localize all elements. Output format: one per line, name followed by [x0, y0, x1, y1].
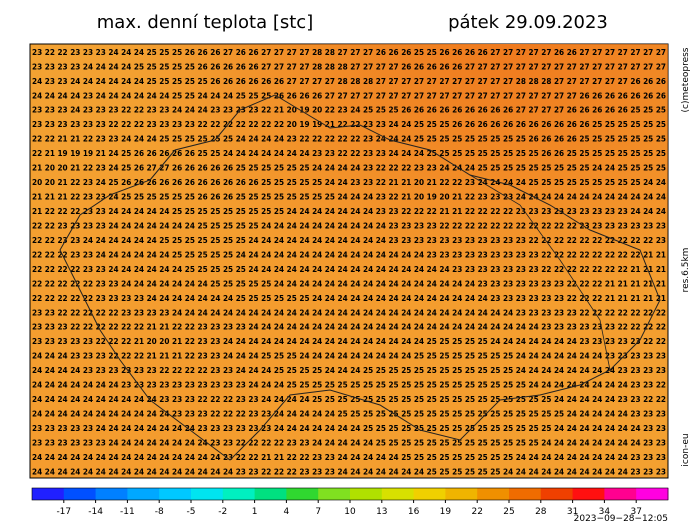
colorbar-cell: [254, 488, 287, 500]
grid-row: 24 24 24 24 23 24 24 24 24 24 24 25 25 2…: [32, 91, 666, 100]
grid-row: 24 24 24 24 24 24 24 24 24 24 23 23 23 2…: [32, 395, 666, 404]
colorbar-cell: [95, 488, 128, 500]
colorbar-cell: [509, 488, 542, 500]
colorbar-cell: [318, 488, 351, 500]
colorbar-cell: [604, 488, 637, 500]
colorbar-tick-label: 22: [471, 507, 482, 517]
colorbar-cell: [636, 488, 669, 500]
grid-row: 23 23 23 22 22 22 22 22 22 21 21 22 22 2…: [32, 323, 666, 332]
colorbar-cell: [350, 488, 383, 500]
title: max. denní teplota [stc]: [97, 12, 313, 33]
colorbar-cell: [540, 488, 574, 500]
colorbar-cell: [63, 488, 97, 500]
colorbar-cell: [445, 488, 478, 500]
colorbar-tick-label: -11: [120, 507, 135, 517]
colorbar-tick-label: -5: [187, 507, 196, 517]
region-border: [469, 174, 611, 371]
grid-row: 22 22 22 22 22 23 23 23 23 24 24 24 24 2…: [32, 294, 666, 303]
map: 23 22 22 23 23 23 24 24 24 25 25 25 26 2…: [29, 43, 669, 479]
grid-row: 24 24 24 24 24 24 24 23 23 23 23 23 23 2…: [32, 381, 666, 390]
colorbar-cell: [159, 488, 192, 500]
colorbar-tick-label: 1: [252, 507, 258, 517]
grid-row: 22 22 23 23 23 23 24 24 24 24 24 24 24 2…: [32, 221, 666, 230]
colorbar-cell: [191, 488, 224, 500]
colorbar-tick-label: -8: [155, 507, 164, 517]
grid-row: 22 22 21 21 22 23 23 24 24 24 25 25 25 2…: [32, 135, 666, 144]
grid-row: 23 23 23 23 23 22 22 22 21 20 20 21 22 2…: [32, 337, 666, 346]
grid-row: 23 23 23 23 23 23 22 22 22 23 23 23 23 2…: [32, 120, 666, 129]
map-shade: [30, 44, 668, 478]
grid-row: 22 22 22 22 22 23 23 24 24 24 24 24 24 2…: [32, 279, 666, 288]
colorbar-tick-label: 13: [376, 507, 387, 517]
grid-row: 24 24 24 24 24 24 24 24 24 24 24 23 23 2…: [32, 410, 666, 419]
colorbar-cell: [222, 488, 256, 500]
resolution: res.6.5km: [681, 248, 691, 293]
grid-row: 24 23 23 24 24 24 24 24 24 25 25 25 25 2…: [32, 77, 666, 86]
colorbar-tick-label: 25: [503, 507, 514, 517]
colorbar-tick-label: -14: [88, 507, 103, 517]
copyright: (c)meteopress: [681, 47, 691, 112]
colorbar-tick-label: 16: [408, 507, 420, 517]
colorbar: -17 -14 -11 -8 -5 -2 1 4 7 10 13 16 19 22 25 28 31 34 37: [31, 487, 669, 517]
grid-row: 23 23 23 23 24 24 24 24 25 25 25 25 25 2…: [32, 62, 666, 71]
model: icon-eu: [681, 433, 691, 466]
timestamp: 2023−09−28−12:05: [574, 514, 668, 524]
grid-row: 22 22 22 22 23 23 24 24 24 24 24 24 25 2…: [32, 265, 666, 274]
colorbar-tick-label: 28: [535, 507, 547, 517]
value-grid: 23 22 22 23 23 23 24 24 24 25 25 25 26 2…: [32, 48, 666, 477]
colorbar-cell: [477, 488, 510, 500]
colorbar-cell: [413, 488, 446, 500]
colorbar-tick-label: 10: [344, 507, 356, 517]
grid-row: 22 21 19 19 19 21 24 25 26 26 26 26 26 2…: [32, 149, 666, 158]
country-border: [59, 94, 661, 461]
colorbar-cell: [381, 488, 415, 500]
colorbar-tick-label: -17: [56, 507, 71, 517]
colorbar-tick-label: 31: [567, 507, 578, 517]
grid-row: 24 24 24 24 24 24 24 24 24 24 24 24 24 2…: [32, 453, 666, 462]
grid-row: 23 23 23 23 23 24 24 24 24 24 24 24 24 2…: [32, 424, 666, 433]
grid-row: 22 22 23 23 24 24 24 24 24 24 25 25 25 2…: [32, 236, 666, 245]
colorbar-tick-label: 37: [630, 507, 641, 517]
grid-row: 21 21 21 22 23 23 24 25 25 25 25 25 25 2…: [32, 193, 666, 202]
grid-row: 21 20 20 21 22 23 24 25 26 27 27 26 26 2…: [32, 164, 666, 173]
grid-row: 24 24 24 24 23 23 23 23 23 23 22 22 22 2…: [32, 366, 666, 375]
grid-row: 20 20 21 22 23 24 25 26 26 26 26 26 26 2…: [32, 178, 666, 187]
colorbar-tick-label: 4: [284, 507, 290, 517]
grid-row: 22 22 22 23 23 24 24 24 24 24 24 25 25 2…: [32, 250, 666, 259]
colorbar-tick-label: 19: [440, 507, 452, 517]
grid-row: 23 22 22 23 23 23 24 24 24 25 25 25 26 2…: [32, 48, 666, 57]
colorbar-cell: [32, 488, 65, 500]
grid-row: 23 23 23 24 23 23 23 22 22 23 23 24 24 2…: [32, 106, 666, 115]
grid-row: 24 24 24 23 23 23 22 22 22 21 21 21 22 2…: [32, 352, 666, 361]
grid-row: 21 22 22 22 23 23 24 24 24 24 24 25 25 2…: [32, 207, 666, 216]
colorbar-cell: [286, 488, 319, 500]
colorbar-cell: [572, 488, 605, 500]
colorbar-cell: [127, 488, 160, 500]
date: pátek 29.09.2023: [448, 12, 608, 33]
grid-row: 23 23 22 22 22 22 22 23 23 23 23 24 24 2…: [32, 308, 666, 317]
colorbar-tick-label: 34: [599, 507, 611, 517]
grid-row: 24 24 24 24 24 24 24 24 24 24 24 24 24 2…: [32, 467, 666, 476]
colorbar-tick-label: 7: [315, 507, 321, 517]
colorbar-tick-label: -2: [218, 507, 227, 517]
grid-row: 23 23 23 23 23 23 24 24 24 24 24 24 24 2…: [32, 438, 666, 447]
